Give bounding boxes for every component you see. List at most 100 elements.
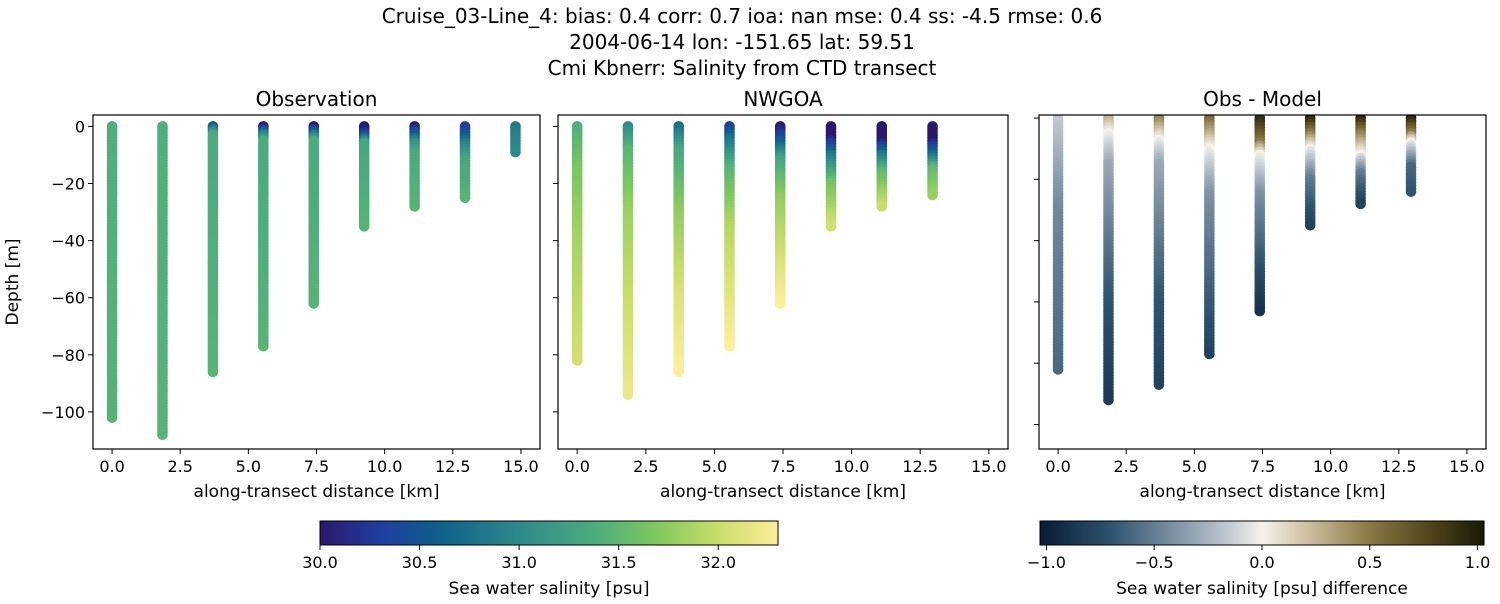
data-point [510, 146, 521, 158]
data-point [106, 412, 118, 423]
data-point [258, 340, 269, 352]
colorbar-tick-label: −0.5 [1135, 553, 1174, 572]
station-profile-1 [106, 121, 118, 423]
colorbar-tick-label: 1.0 [1465, 553, 1490, 572]
data-point [673, 366, 685, 378]
y-tick-label: 0 [75, 117, 85, 136]
x-tick-label: 10.0 [834, 457, 870, 476]
station-profile-8 [459, 121, 471, 204]
x-axis-label: along-transect distance [km] [194, 482, 440, 502]
station-profile-2 [1103, 115, 1114, 406]
data-point [207, 366, 219, 378]
panel-3: 0.0 2.5 5.0 7.5 10.0 12.5 15.0 Obs - Model along… [1034, 87, 1487, 502]
station-profile-5 [308, 121, 320, 309]
x-tick-label: 15.0 [1449, 457, 1485, 476]
station-profile-4 [258, 121, 269, 352]
x-tick-label: 0.0 [1045, 457, 1070, 476]
data-point [308, 298, 320, 309]
y-axis-label: Depth [m] [3, 238, 23, 325]
colorbar-gradient [319, 520, 779, 546]
colorbar-tick-label: 0.5 [1357, 553, 1382, 572]
colorbar-tick-label: 0.0 [1249, 553, 1274, 572]
colorbar-1: 30.0 30.5 31.0 31.5 32.0 Sea water salinity [… [302, 520, 779, 599]
x-tick-label: 10.0 [1313, 457, 1349, 476]
x-tick-label: 15.0 [971, 457, 1007, 476]
colorbar-tick-label: 30.5 [402, 553, 438, 572]
y-tick-label: −20 [51, 175, 85, 194]
data-point [1304, 220, 1316, 231]
data-point [1355, 198, 1366, 210]
colorbar-gradient [1039, 520, 1485, 546]
station-profile-7 [1355, 115, 1366, 210]
y-tick-label: −40 [51, 232, 85, 251]
panel-1: 0.0 2.5 5.0 7.5 10.0 12.5 15.0 0 −20 −40 −60 −80 −10… [3, 87, 541, 502]
data-point [1405, 186, 1417, 197]
colorbar-2: −1.0 −0.5 0.0 0.5 1.0 Sea water salinity [psu… [1027, 520, 1490, 599]
station-profile-6 [358, 121, 370, 232]
y-tick-label: −80 [51, 346, 85, 365]
x-tick-label: 12.5 [435, 457, 471, 476]
scatter-points [571, 121, 938, 401]
x-tick-label: 2.5 [633, 457, 658, 476]
data-point [825, 221, 837, 232]
data-point [774, 298, 786, 309]
x-tick-label: 15.0 [503, 457, 539, 476]
station-profile-6 [1304, 115, 1316, 231]
station-profile-3 [1153, 115, 1165, 390]
data-point [1153, 379, 1165, 390]
colorbar-tick-label: 31.0 [501, 553, 537, 572]
colorbar-label: Sea water salinity [psu] difference [1116, 579, 1408, 599]
data-point [1254, 305, 1266, 317]
figure-title-line-1: Cruise_03-Line_4: bias: 0.4 corr: 0.7 io… [382, 4, 1103, 28]
station-profile-2 [622, 121, 634, 401]
data-point [571, 355, 583, 366]
station-profile-4 [724, 121, 735, 352]
x-tick-label: 5.0 [702, 457, 727, 476]
station-profile-7 [409, 121, 420, 212]
data-point [459, 192, 471, 204]
y-tick-label: −100 [41, 403, 85, 422]
data-point [157, 429, 168, 441]
x-tick-label: 7.5 [770, 457, 795, 476]
x-axis-label: along-transect distance [km] [660, 482, 906, 502]
x-axis-label: along-transect distance [km] [1140, 482, 1386, 502]
station-profile-8 [927, 121, 938, 201]
data-point [409, 201, 420, 212]
scatter-points [1052, 115, 1417, 406]
station-profile-4 [1204, 115, 1215, 360]
x-tick-label: 7.5 [304, 457, 329, 476]
colorbar-label: Sea water salinity [psu] [449, 579, 650, 599]
colorbar-tick-label: 30.0 [302, 553, 338, 572]
figure-title-line-3: Cmi Kbnerr: Salinity from CTD transect [548, 56, 937, 80]
panel-title: Obs - Model [1203, 87, 1322, 111]
x-tick-label: 12.5 [902, 457, 938, 476]
data-point [1052, 364, 1064, 375]
station-profile-6 [825, 121, 837, 232]
y-tick-label: −60 [51, 289, 85, 308]
station-profile-3 [207, 121, 219, 378]
scatter-points [106, 121, 521, 441]
x-tick-label: 0.0 [99, 457, 124, 476]
x-tick-label: 5.0 [236, 457, 261, 476]
station-profile-5 [1254, 115, 1266, 317]
figure-title-line-2: 2004-06-14 lon: -151.65 lat: 59.51 [569, 30, 915, 54]
station-profile-3 [673, 121, 685, 378]
x-tick-label: 10.0 [367, 457, 403, 476]
data-point [1103, 394, 1114, 406]
station-profile-8 [1405, 115, 1417, 197]
panel-title: Observation [256, 87, 378, 111]
x-tick-label: 2.5 [167, 457, 192, 476]
panel-title: NWGOA [743, 87, 823, 111]
colorbar-tick-label: 31.5 [601, 553, 637, 572]
data-point [1204, 348, 1215, 360]
data-point [876, 201, 888, 212]
station-profile-1 [1052, 115, 1064, 375]
data-point [358, 221, 370, 232]
x-tick-label: 5.0 [1182, 457, 1207, 476]
data-point [927, 189, 938, 201]
station-profile-7 [876, 121, 888, 212]
colorbar-tick-label: −1.0 [1027, 553, 1066, 572]
x-tick-label: 0.0 [564, 457, 589, 476]
x-tick-label: 12.5 [1381, 457, 1417, 476]
